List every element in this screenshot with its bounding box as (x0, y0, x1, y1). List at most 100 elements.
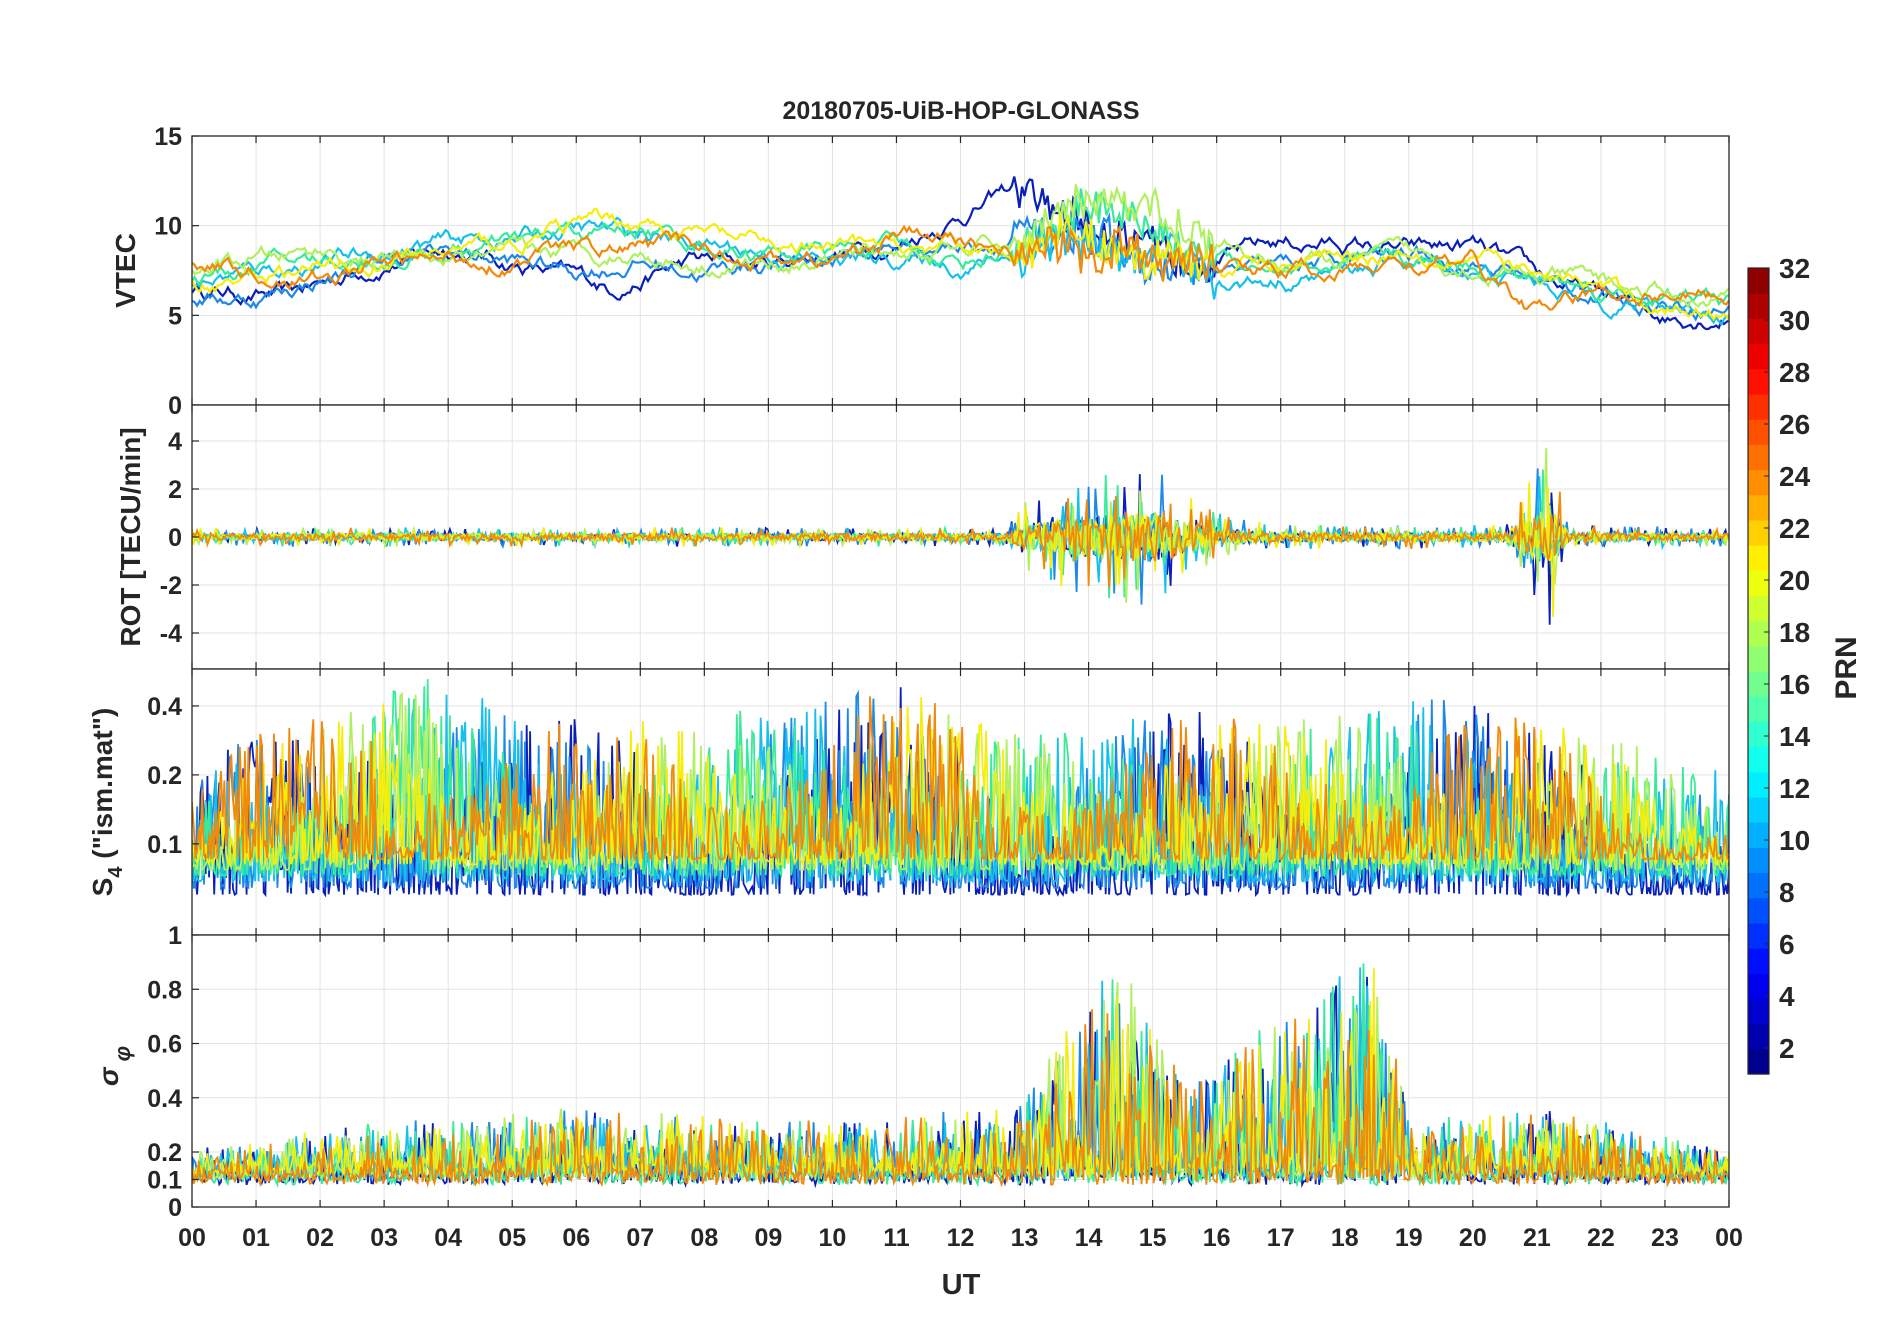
x-tick-label: 07 (626, 1224, 654, 1252)
colorbar-segment (1748, 645, 1769, 672)
y-tick-label: 10 (154, 213, 182, 241)
colorbar-segment (1748, 469, 1769, 496)
colorbar-segment (1748, 1048, 1769, 1075)
colorbar-segment (1748, 948, 1769, 974)
y-tick-label: 4 (168, 428, 182, 456)
x-tick-label: 04 (434, 1224, 462, 1252)
colorbar-segment (1748, 746, 1769, 773)
series-line-prn-3 (192, 176, 1729, 331)
y-axis-label: σ φ (93, 1046, 135, 1086)
x-tick-label: 00 (1715, 1224, 1743, 1252)
colorbar-box (1747, 267, 1770, 1075)
colorbar-segment (1748, 721, 1769, 748)
y-tick-label: 0.1 (147, 1167, 182, 1195)
series-line (192, 689, 1729, 892)
colorbar-segment (1748, 696, 1769, 722)
x-tick-label: 17 (1267, 1224, 1295, 1252)
x-tick-label: 11 (883, 1224, 910, 1252)
x-tick-label: 03 (370, 1224, 398, 1252)
colorbar-segment (1748, 519, 1769, 546)
panel-rot: -4 -2 0 2 4 ROT [TECU/min] (115, 404, 1730, 670)
series-line (192, 1009, 1729, 1188)
y-tick-label: 0.4 (147, 693, 182, 721)
colorbar-segment (1748, 419, 1769, 445)
colorbar-tick-label: 20 (1779, 565, 1810, 596)
colorbar-segment (1748, 368, 1769, 395)
colorbar-tick-label: 16 (1779, 669, 1810, 700)
colorbar-tick-label: 22 (1779, 513, 1810, 544)
x-tick-label: 21 (1523, 1224, 1551, 1252)
y-axis-label: ROT [TECU/min] (115, 427, 146, 646)
colorbar-segment (1748, 771, 1769, 798)
y-tick-label: -4 (160, 620, 182, 648)
x-tick-label: 14 (1075, 1224, 1103, 1252)
y-tick-label: 5 (168, 302, 182, 330)
colorbar-segment (1748, 897, 1769, 924)
panel-s4: 0.1 0.2 0.4 S4 ("ism.mat") (87, 668, 1730, 936)
x-tick-label: 18 (1331, 1224, 1359, 1252)
y-tick-label: 0 (168, 524, 182, 552)
y-tick-label: 0.8 (147, 976, 182, 1004)
x-tick-label: 12 (947, 1224, 975, 1252)
colorbar-segment (1748, 671, 1769, 697)
x-tick-label: 20 (1459, 1224, 1487, 1252)
y-tick-label: 2 (168, 476, 182, 504)
colorbar-segment (1748, 922, 1769, 949)
y-tick-label: 1 (168, 922, 182, 950)
y-tick-label: 15 (154, 123, 182, 151)
colorbar-segment (1748, 343, 1769, 370)
colorbar-segment (1748, 822, 1769, 848)
colorbar-segment (1748, 393, 1769, 420)
y-tick-label: 0.6 (147, 1031, 182, 1059)
series-line (192, 491, 1729, 588)
x-tick-label: 10 (819, 1224, 847, 1252)
x-tick-label: 22 (1587, 1224, 1615, 1252)
y-tick-label: 0.4 (147, 1085, 182, 1113)
colorbar-tick-label: 2 (1779, 1033, 1795, 1064)
x-tick-label: 15 (1139, 1224, 1167, 1252)
colorbar-segment (1748, 595, 1769, 622)
x-tick-label: 09 (754, 1224, 782, 1252)
colorbar-segment (1748, 570, 1769, 597)
colorbar-tick-label: 24 (1779, 461, 1811, 492)
colorbar-tick-label: 28 (1779, 357, 1810, 388)
colorbar-tick-label: 26 (1779, 409, 1810, 440)
series-group (192, 176, 1729, 331)
colorbar-tick-label: 14 (1779, 721, 1811, 752)
series-line (192, 694, 1729, 885)
x-tick-label: 00 (178, 1224, 206, 1252)
series-line-prn-24 (192, 224, 1729, 311)
colorbar-segment (1748, 872, 1769, 899)
colorbar-segment (1748, 494, 1769, 521)
y-tick-label: 0 (168, 1194, 182, 1222)
chart-title: 20180705-UiB-HOP-GLONASS (782, 97, 1139, 125)
colorbar-segment (1748, 545, 1769, 571)
panel-sigma-phi: 00.10.2 0.4 0.6 0.8 1 σ φ (93, 922, 1730, 1222)
y-tick-label: 0 (168, 392, 182, 420)
colorbar-segment (1748, 1023, 1769, 1050)
colorbar-tick-label: 4 (1779, 981, 1795, 1012)
colorbar-tick-label: 32 (1779, 253, 1810, 284)
x-tick-label: 01 (242, 1224, 270, 1252)
colorbar-tick-label: 10 (1779, 825, 1810, 856)
x-tick-label: 23 (1651, 1224, 1679, 1252)
colorbar-segment (1748, 318, 1769, 345)
series-group (192, 447, 1729, 625)
y-tick-label: 0.2 (147, 1139, 182, 1167)
colorbar-tick-label: 6 (1779, 929, 1795, 960)
colorbar-tick-label: 8 (1779, 877, 1795, 908)
y-axis-label: S4 ("ism.mat") (87, 708, 127, 897)
series-group (192, 963, 1729, 1189)
colorbar-segment (1748, 973, 1769, 1000)
colorbar-tick-label: 30 (1779, 305, 1810, 336)
colorbar-label: PRN (1830, 636, 1863, 699)
x-axis-tick-labels: 00 01 02 03 04 05 06 07 08 09 10 11 12 13 14 15 16 17 18 19… (178, 1224, 1743, 1252)
y-tick-label: 0.2 (147, 762, 182, 790)
x-tick-label: 05 (498, 1224, 526, 1252)
x-tick-label: 13 (1011, 1224, 1039, 1252)
series-line-prn-11 (192, 216, 1729, 326)
colorbar-segment (1748, 847, 1769, 874)
y-axis-label: VTEC (110, 233, 141, 308)
